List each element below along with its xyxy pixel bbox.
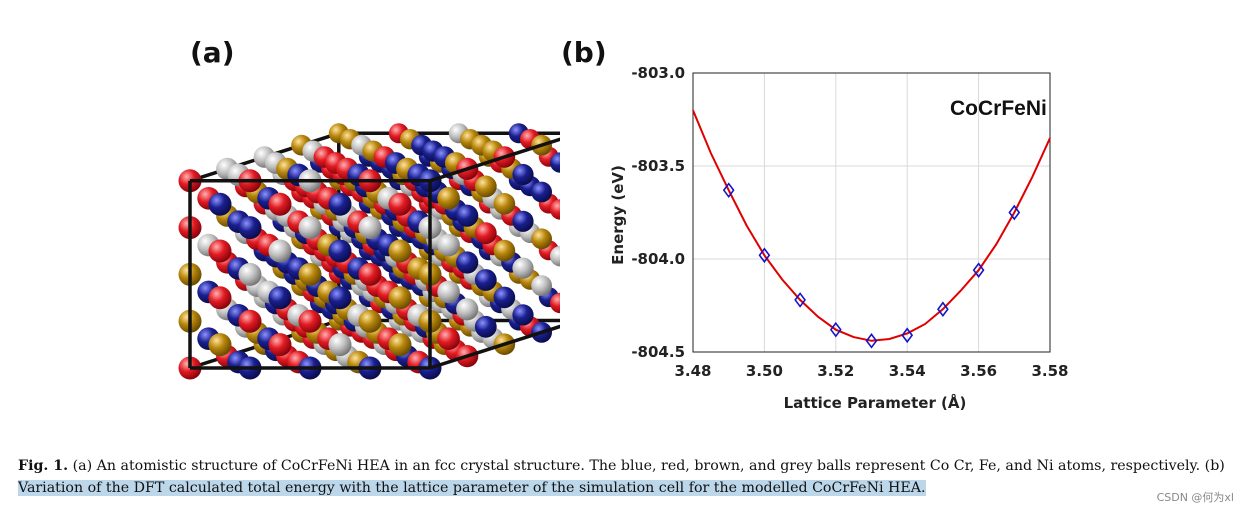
- data-point: [722, 182, 735, 199]
- atom-fe: [437, 187, 460, 210]
- atom-fe: [388, 239, 412, 263]
- x-tick-label: 3.52: [817, 362, 854, 380]
- atom-cr: [268, 333, 292, 357]
- atom-ni: [268, 239, 292, 263]
- figure-caption: Fig. 1. (a) An atomistic structure of Co…: [18, 455, 1243, 499]
- watermark: CSDN @何为xl: [1156, 491, 1234, 504]
- x-tick-label: 3.54: [889, 362, 926, 380]
- atom-ni: [437, 280, 460, 304]
- data-point: [758, 247, 771, 264]
- atom-co: [474, 269, 497, 291]
- atom-fe: [493, 239, 516, 262]
- energy-chart: 3.48 3.50 3.52 3.54 3.56 3.58 -803.0-803.5-80…: [609, 64, 1069, 412]
- x-tick-label: 3.58: [1031, 362, 1068, 380]
- data-point: [865, 333, 878, 349]
- atom-cr: [268, 192, 292, 216]
- x-axis-label: Lattice Parameter (Å): [784, 393, 967, 412]
- atom-fe: [474, 175, 497, 198]
- atom-fe: [358, 309, 382, 333]
- atom-co: [550, 152, 560, 173]
- y-tick-labels: -803.0 -803.5 -804.0 -804.5: [631, 64, 685, 361]
- atom-ni: [358, 216, 382, 240]
- data-point: [1008, 204, 1021, 221]
- atom-cr: [208, 239, 232, 263]
- atom-co: [208, 192, 232, 216]
- atom-co: [493, 286, 516, 309]
- unit-cell-edge: [429, 137, 560, 183]
- data-points: [722, 182, 1021, 349]
- atom-ni: [437, 233, 460, 257]
- atom-fe: [531, 228, 552, 250]
- atom-ni: [550, 246, 560, 267]
- atom-fe: [388, 286, 412, 310]
- atom-ni: [298, 216, 322, 240]
- caption-line-1: (a) An atomistic structure of CoCrFeNi H…: [72, 458, 1225, 474]
- figure-number: Fig. 1.: [18, 458, 69, 474]
- atom-cr: [208, 286, 232, 310]
- panel-a-label: (a): [190, 36, 235, 69]
- atoms-group: [178, 123, 560, 380]
- x-tick-label: 3.48: [674, 362, 711, 380]
- atom-co: [328, 286, 352, 310]
- atom-co: [328, 192, 352, 216]
- atom-ni: [328, 333, 352, 357]
- y-tick-label: -803.0: [631, 64, 685, 82]
- atom-co: [268, 286, 292, 310]
- x-tick-label: 3.50: [746, 362, 783, 380]
- atom-ni: [512, 257, 534, 279]
- atom-co: [474, 315, 497, 338]
- fit-curve: [692, 109, 1051, 342]
- atom-fe: [388, 333, 412, 357]
- atom-cr: [437, 327, 460, 351]
- plot-frame: [692, 72, 1051, 353]
- data-point: [794, 292, 806, 308]
- atom-cr: [298, 309, 322, 333]
- atom-cr: [238, 309, 262, 333]
- crystal-structure-figure: [178, 123, 560, 380]
- y-tick-label: -804.0: [631, 250, 685, 268]
- chart-annotation: CoCrFeNi: [950, 97, 1047, 120]
- atom-fe: [493, 193, 516, 215]
- data-point: [972, 262, 985, 278]
- atom-co: [328, 239, 352, 263]
- y-tick-label: -804.5: [631, 343, 685, 361]
- atom-co: [238, 216, 262, 240]
- data-point: [829, 321, 842, 338]
- atom-ni: [456, 298, 479, 321]
- atom-ni: [531, 275, 552, 296]
- atom-co: [456, 251, 479, 274]
- atom-co: [512, 163, 534, 186]
- data-point: [901, 327, 914, 344]
- atom-cr: [474, 222, 497, 245]
- caption-line-2: Variation of the DFT calculated total en…: [18, 480, 926, 496]
- unit-cell-edge: [429, 324, 560, 370]
- atom-co: [456, 204, 479, 227]
- atom-co: [531, 181, 552, 203]
- x-tick-labels: 3.48 3.50 3.52 3.54 3.56 3.58: [674, 362, 1068, 380]
- atom-co: [512, 304, 534, 326]
- atom-ni: [238, 262, 262, 286]
- panel-b-label: (b): [561, 36, 607, 69]
- atom-cr: [358, 262, 382, 286]
- data-point: [937, 301, 949, 318]
- x-tick-label: 3.56: [960, 362, 997, 380]
- unit-cell-front-edges: [188, 137, 560, 370]
- atom-fe: [298, 262, 322, 286]
- y-axis-label: Energy (eV): [609, 165, 627, 265]
- atom-cr: [550, 199, 560, 220]
- atom-cr: [388, 192, 412, 216]
- atom-co: [512, 210, 534, 232]
- atom-cr: [550, 292, 560, 314]
- y-tick-label: -803.5: [631, 157, 685, 175]
- atom-fe: [208, 333, 232, 357]
